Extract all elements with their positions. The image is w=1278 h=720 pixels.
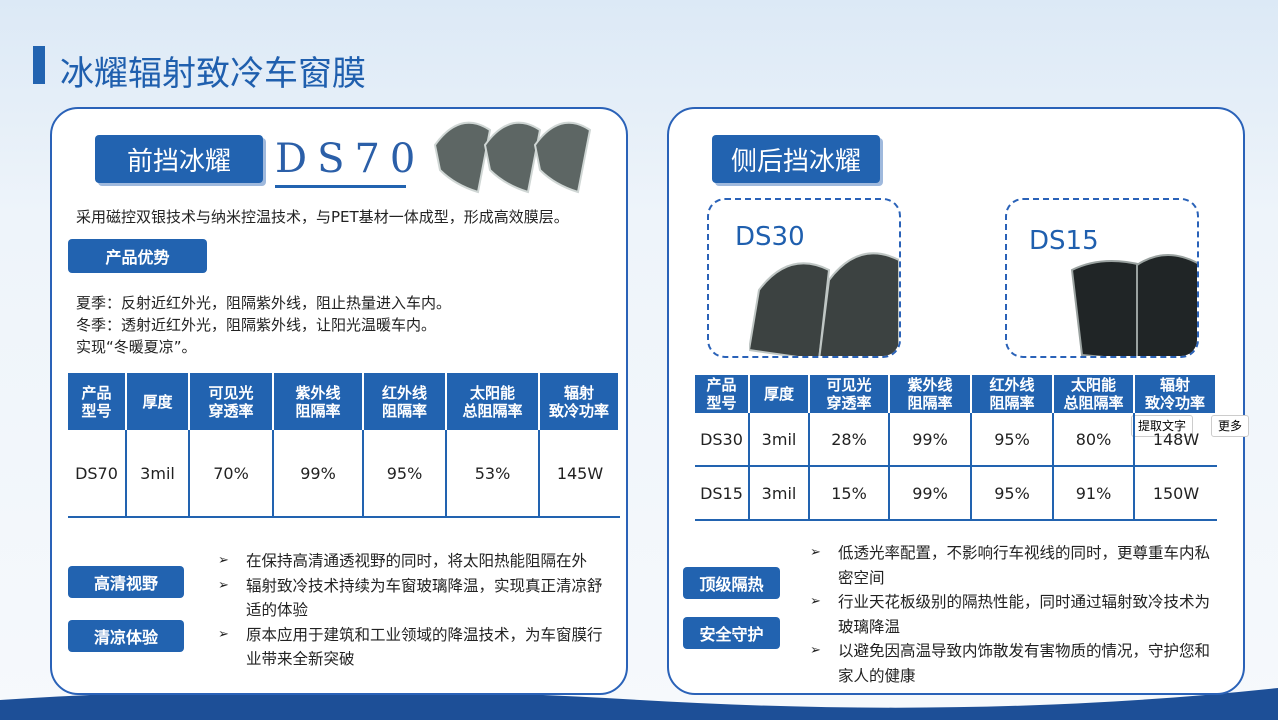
header-line: 穿透率 [208,401,254,420]
header-line: 紫外线 [907,376,953,394]
film-image [433,121,592,194]
table-cell: 3mil [127,430,190,518]
table-header: 辐射 致冷功率 [540,373,620,430]
product-card: DS30 [707,198,901,358]
table-cell: 80% [1054,413,1135,467]
slide-title: 冰耀辐射致冷车窗膜 [60,54,366,94]
extract-text-button[interactable]: 提取文字 [1131,415,1194,437]
header-line: 产品 [81,383,112,402]
more-button[interactable]: 更多 [1211,415,1250,437]
table-cell: 99% [890,467,972,521]
header-line: 厚度 [142,392,173,411]
tag: 前挡冰耀 [95,135,263,183]
header-line: 穿透率 [826,394,872,412]
bullet-item: 原本应用于建筑和工业领域的降温技术，为车窗膜行业带来全新突破 [218,623,608,672]
table-header: 厚度 [750,375,810,413]
advantage-line: 冬季：透射近红外光，阻隔紫外线，让阳光温暖车内。 [76,316,437,334]
header-line: 致冷功率 [548,401,609,420]
table-cell: 91% [1054,467,1135,521]
advantage-line: 夏季：反射近红外光，阻隔紫外线，阻止热量进入车内。 [76,294,452,312]
feature-label: 顶级隔热 [683,567,780,599]
table-header: 产品 型号 [68,373,127,430]
table-cell: 3mil [750,413,810,467]
header-line: 紫外线 [295,383,341,402]
table-header: 紫外线 阻隔率 [890,375,972,413]
table-header: 产品 型号 [695,375,750,413]
header-line: 可见光 [208,383,254,402]
table-cell: DS30 [695,413,750,467]
bullet-list: 低透光率配置，不影响行车视线的同时，更尊重车内私密空间行业天花板级别的隔热性能，… [810,541,1210,688]
table-cell: 70% [190,430,274,518]
bullet-list: 在保持高清通透视野的同时，将太阳热能阻隔在外辐射致冷技术持续为车窗玻璃降温，实现… [218,549,608,672]
table-header: 紫外线 阻隔率 [274,373,364,430]
product-name: DS15 [1029,226,1099,256]
header-line: 辐射 [1159,376,1190,394]
header-line: 型号 [81,401,112,420]
product-name: DS30 [735,222,805,252]
table-header: 厚度 [127,373,190,430]
table-cell: 150W [1135,467,1217,521]
table-header: 可见光 穿透率 [810,375,890,413]
model: DS70 [275,136,415,188]
feature-label: 高清视野 [68,566,184,598]
description: 采用磁控双银技术与纳米控温技术，与PET基材一体成型，形成高效膜层。 [76,208,569,226]
table-cell: 99% [890,413,972,467]
header-line: 辐射 [563,383,594,402]
table-cell: 95% [972,413,1054,467]
table-cell: DS70 [68,430,127,518]
header-line: 阻隔率 [907,394,953,412]
header-line: 阻隔率 [295,401,341,420]
header-line: 型号 [706,394,737,412]
header-line: 阻隔率 [989,394,1035,412]
feature-label: 清凉体验 [68,620,184,652]
header-line: 红外线 [989,376,1035,394]
bullet-item: 低透光率配置，不影响行车视线的同时，更尊重车内私密空间 [810,541,1210,590]
header-line: 太阳能 [469,383,515,402]
advantage-line: 实现“冬暖夏凉”。 [76,338,197,356]
header-line: 可见光 [826,376,872,394]
header-line: 致冷功率 [1144,394,1205,412]
bullet-item: 辐射致冷技术持续为车窗玻璃降温，实现真正清凉舒适的体验 [218,574,608,623]
table-cell: 28% [810,413,890,467]
table-header: 红外线 阻隔率 [364,373,447,430]
header-line: 总阻隔率 [1063,394,1124,412]
table-cell: 15% [810,467,890,521]
header-line: 红外线 [381,383,427,402]
film-image [749,252,899,356]
table-header: 太阳能 总阻隔率 [447,373,540,430]
tag: 侧后挡冰耀 [712,135,880,183]
table-cell: DS15 [695,467,750,521]
table-cell: 3mil [750,467,810,521]
film-image [1070,254,1197,356]
header-line: 厚度 [763,385,794,403]
bullet-item: 以避免因高温导致内饰散发有害物质的情况，守护您和家人的健康 [810,639,1210,688]
table-header: 辐射 致冷功率 [1135,375,1217,413]
header-line: 总阻隔率 [462,401,523,420]
product-card: DS15 [1005,198,1199,358]
header-line: 阻隔率 [381,401,427,420]
table-cell: 99% [274,430,364,518]
section-label: 产品优势 [68,239,207,273]
header-line: 产品 [706,376,737,394]
table-cell: 148W [1135,413,1217,467]
table-cell: 95% [364,430,447,518]
table-header: 太阳能 总阻隔率 [1054,375,1135,413]
table-cell: 145W [540,430,620,518]
table-cell: 95% [972,467,1054,521]
bullet-item: 行业天花板级别的隔热性能，同时通过辐射致冷技术为玻璃降温 [810,590,1210,639]
table-header: 可见光 穿透率 [190,373,274,430]
table-cell: 53% [447,430,540,518]
table-header: 红外线 阻隔率 [972,375,1054,413]
header-line: 太阳能 [1070,376,1116,394]
bullet-item: 在保持高清通透视野的同时，将太阳热能阻隔在外 [218,549,608,574]
feature-label: 安全守护 [683,617,780,649]
